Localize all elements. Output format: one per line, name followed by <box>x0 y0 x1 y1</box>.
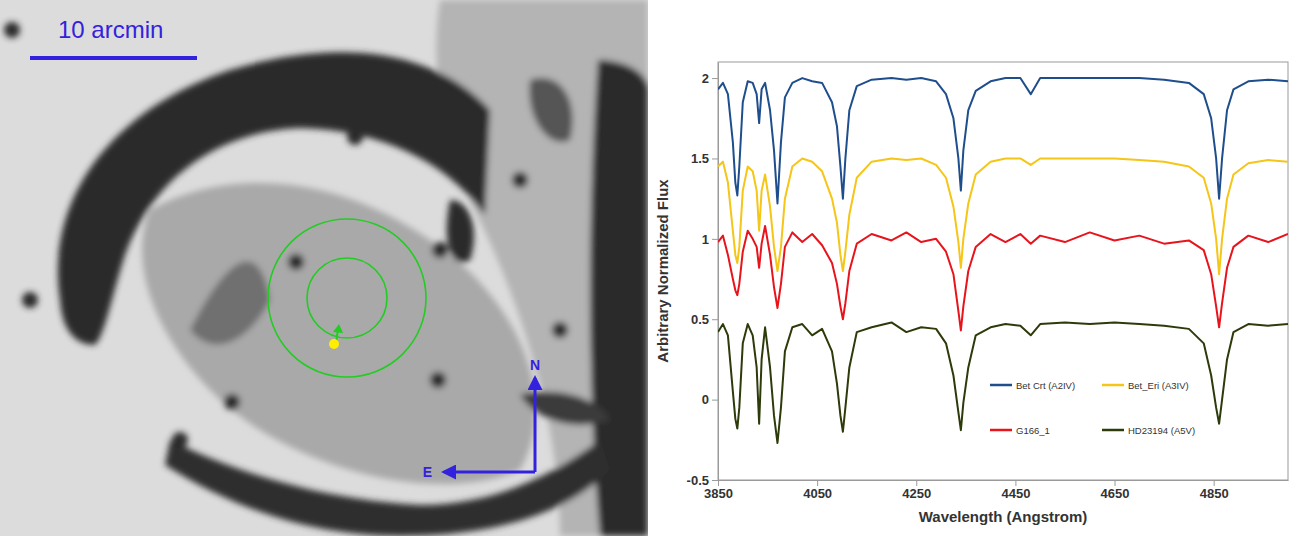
figure: 10 arcmin N E 3850 4050 4250 4450 4650 4850 -0.5 0… <box>0 0 1298 536</box>
x-tick-mark <box>1214 480 1215 486</box>
star <box>224 394 240 410</box>
outer-circle <box>268 219 426 377</box>
star <box>462 112 478 128</box>
x-tick-label: 4850 <box>1200 486 1229 501</box>
spectrum-line <box>718 322 1288 443</box>
y-tick-mark <box>712 319 718 320</box>
x-axis: 3850 4050 4250 4450 4650 4850 <box>704 480 1288 501</box>
legend-label: Bet Crt (A2IV) <box>1016 380 1075 391</box>
x-tick-label: 4250 <box>902 486 931 501</box>
star <box>288 254 304 270</box>
y-tick-label: 2 <box>702 71 709 86</box>
y-tick-mark <box>712 78 718 79</box>
y-axis-title: Arbitrary Normalized Flux <box>654 179 671 363</box>
compass-label: N <box>530 357 540 373</box>
y-tick: 1.5 <box>691 151 718 166</box>
y-tick-label: 1.5 <box>691 151 709 166</box>
shell-interior <box>142 183 535 484</box>
x-axis-title: Wavelength (Angstrom) <box>919 508 1088 525</box>
legend-swatch <box>1102 384 1124 387</box>
legend-swatch <box>990 384 1012 387</box>
y-tick-mark <box>712 158 718 159</box>
x-tick-label: 4450 <box>1001 486 1030 501</box>
x-tick: 4850 <box>1200 480 1229 501</box>
y-tick: 0.5 <box>691 312 718 327</box>
compass-north <box>534 378 537 472</box>
x-tick-mark <box>1115 480 1116 486</box>
legend-label: HD23194 (A5V) <box>1128 425 1195 436</box>
spectrum-line <box>718 78 1288 203</box>
source-marker <box>329 339 339 349</box>
star <box>552 322 568 338</box>
compass-label: E <box>423 464 432 480</box>
star <box>512 172 528 188</box>
x-tick-mark <box>718 480 719 486</box>
star <box>4 22 20 38</box>
diffuse-region <box>436 0 648 536</box>
legend-swatch <box>1102 429 1124 432</box>
y-tick-label: 1 <box>702 232 709 247</box>
sky-image <box>0 0 648 536</box>
dark-knot <box>529 78 572 142</box>
star <box>22 292 38 308</box>
pointer-head <box>333 324 343 333</box>
scale-bar <box>30 56 197 60</box>
y-tick: 2 <box>702 71 718 86</box>
y-axis: -0.5 0 0.5 1 1.5 2 <box>687 63 719 488</box>
inner-circle <box>307 258 387 338</box>
y-tick-label: 0 <box>702 392 709 407</box>
dark-arc-bottom <box>165 440 610 536</box>
dark-knot <box>447 200 474 263</box>
x-tick: 4650 <box>1101 480 1130 501</box>
y-tick: 1 <box>702 232 718 247</box>
image-background <box>0 0 648 536</box>
y-tick: 0 <box>702 392 718 407</box>
x-tick-label: 3850 <box>704 486 733 501</box>
scale-label: 10 arcmin <box>58 16 163 43</box>
y-tick-mark <box>712 480 718 481</box>
y-tick-label: 0.5 <box>691 312 709 327</box>
y-axis-line <box>718 63 719 481</box>
x-tick-label: 4050 <box>803 486 832 501</box>
y-tick: -0.5 <box>687 473 718 488</box>
star <box>592 272 608 288</box>
legend-label: G166_1 <box>1016 425 1050 436</box>
star <box>430 372 446 388</box>
star <box>347 129 363 145</box>
star <box>172 432 188 448</box>
x-tick-label: 4650 <box>1101 486 1130 501</box>
x-tick: 4250 <box>902 480 931 501</box>
x-tick-mark <box>1015 480 1016 486</box>
x-tick-mark <box>916 480 917 486</box>
compass-east <box>444 471 535 474</box>
y-tick-mark <box>712 239 718 240</box>
legend-label: Bet_Eri (A3IV) <box>1128 380 1189 391</box>
y-tick-mark <box>712 400 718 401</box>
plot-frame <box>718 62 1288 480</box>
series-lines <box>718 78 1288 443</box>
x-tick: 4450 <box>1001 480 1030 501</box>
legend: Bet Crt (A2IV) Bet_Eri (A3IV) G166_1 HD2319… <box>990 380 1195 436</box>
spectrum-line <box>718 226 1288 330</box>
x-tick-mark <box>817 480 818 486</box>
dark-filament <box>190 261 270 344</box>
star <box>432 242 448 258</box>
x-axis-line <box>719 480 1289 481</box>
legend-swatch <box>990 429 1012 432</box>
x-tick: 4050 <box>803 480 832 501</box>
y-tick-label: -0.5 <box>687 473 709 488</box>
spectrum-line <box>718 158 1288 274</box>
